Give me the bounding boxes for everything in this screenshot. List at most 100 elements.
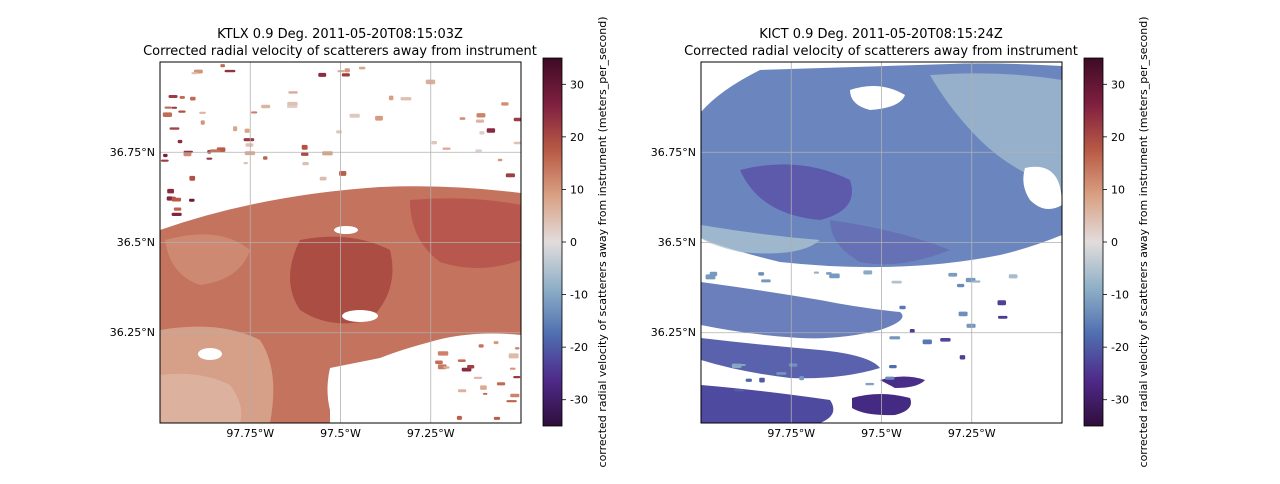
echo-speck: [261, 104, 271, 109]
echo-speck: [506, 400, 517, 403]
echo-speck: [501, 102, 509, 106]
echo-speck: [899, 305, 906, 310]
echo-gap: [342, 310, 378, 322]
x-tick-labels: 97.75°W 97.5°W 97.25°W: [226, 427, 454, 440]
echo-speck: [160, 159, 169, 162]
plot-frame: [159, 61, 522, 424]
echo-speck: [758, 272, 765, 276]
colorbar-ticks: 30 20 10 0 -10 -20 -30: [562, 78, 588, 407]
echo-speck: [339, 171, 347, 176]
y-tick-labels: 36.75°N 36.5°N 36.25°N: [651, 146, 696, 339]
colorbar: 30 20 10 0 -10 -20 -30 corrected radial veloci…: [542, 17, 609, 467]
x-tick-label: 97.5°W: [320, 427, 361, 440]
echo-speck: [286, 105, 298, 108]
echo-speck: [759, 377, 765, 383]
echo-speck: [940, 338, 951, 342]
echo-speck: [287, 101, 298, 106]
echo-speck: [510, 393, 520, 398]
echo-light: [930, 73, 1062, 190]
scattered-echoes: [160, 64, 521, 420]
y-tick-label: 36.75°N: [651, 146, 696, 159]
echo-core: [290, 236, 393, 324]
echo-speck: [435, 360, 443, 365]
echo-speck: [958, 311, 968, 317]
echo-gap: [1023, 166, 1062, 209]
echo-speck: [337, 70, 345, 73]
echo-speck: [505, 173, 515, 178]
echo-speck: [513, 117, 521, 122]
x-tick-label: 97.5°W: [861, 427, 902, 440]
y-tick-label: 36.25°N: [651, 326, 696, 339]
echo-light-2: [701, 225, 820, 254]
plot-frame: [700, 61, 1063, 424]
echo-speck: [456, 415, 462, 420]
x-tick-label: 97.75°W: [767, 427, 815, 440]
echo-speck: [251, 111, 258, 114]
echo-speck: [737, 364, 746, 366]
echo-speck: [169, 127, 180, 130]
y-tick-label: 36.25°N: [110, 326, 155, 339]
x-tick-label: 97.75°W: [226, 427, 274, 440]
echo-speck: [190, 96, 196, 101]
colorbar-label: corrected radial velocity of scatterers …: [1137, 17, 1150, 468]
echo-speck: [341, 73, 350, 77]
echo-speck: [826, 272, 832, 275]
echo-speck: [220, 64, 225, 68]
y-tick-label: 36.75°N: [110, 146, 155, 159]
echo-speck: [776, 372, 787, 375]
echo-speck: [167, 188, 174, 194]
echo-speck: [263, 156, 268, 160]
echo-speck: [179, 96, 185, 99]
echo-speck: [476, 113, 486, 118]
echo-speck: [497, 158, 503, 162]
echo-speck: [745, 378, 752, 382]
echo-speck: [349, 113, 360, 118]
colorbar-tick-label: -20: [1111, 341, 1129, 354]
echo-core-2: [410, 198, 521, 269]
colorbar-tick-label: -10: [570, 289, 588, 302]
echo-speck: [763, 363, 769, 367]
echo-speck: [171, 212, 182, 216]
echo-speck: [513, 376, 521, 379]
colorbar-tick-label: 0: [1111, 236, 1118, 249]
echo-speck: [206, 157, 213, 160]
echo-speck: [457, 359, 466, 362]
echo-speck: [301, 144, 308, 150]
echo-speck: [318, 72, 327, 77]
echo-speck: [437, 351, 449, 356]
echo-gap: [334, 226, 358, 234]
echo-mid-left: [165, 234, 250, 285]
echo-band-lower: [701, 282, 903, 339]
colorbar-tick-label: 0: [570, 236, 577, 249]
echo-speck: [243, 138, 255, 142]
echo-speck: [496, 382, 506, 386]
echo-speck: [301, 152, 309, 156]
echo-speck: [514, 347, 520, 350]
echo-speck: [788, 363, 798, 367]
echo-speck: [461, 367, 472, 372]
echo-band-lower-2: [701, 338, 880, 379]
echo-speck: [178, 110, 186, 113]
echo-speck: [482, 392, 488, 395]
echo-speck: [493, 341, 499, 345]
chart-subtitle: Corrected radial velocity of scatterers …: [684, 44, 1078, 59]
colorbar: 30 20 10 0 -10 -20 -30 corrected radial veloci…: [1083, 17, 1150, 468]
grid: [160, 62, 521, 423]
echo-speck: [734, 389, 744, 392]
echo-speck: [761, 279, 771, 283]
echo-speck: [457, 389, 467, 393]
echo-speck: [189, 175, 196, 181]
echo-speck: [922, 339, 932, 345]
y-tick-labels: 36.75°N 36.5°N 36.25°N: [110, 146, 155, 339]
panel-ktlx: KTLX 0.9 Deg. 2011-05-20T08:15:03Z Corre…: [110, 17, 609, 468]
x-tick-label: 97.25°W: [407, 427, 455, 440]
colorbar-tick-label: 30: [570, 78, 584, 91]
echo-speck: [480, 385, 487, 390]
echo-speck: [245, 143, 254, 147]
echo-speck: [508, 353, 519, 359]
colorbar-tick-label: 30: [1111, 78, 1125, 91]
echo-speck: [199, 111, 206, 114]
echo-speck: [400, 97, 412, 101]
echo-speck: [957, 283, 965, 288]
